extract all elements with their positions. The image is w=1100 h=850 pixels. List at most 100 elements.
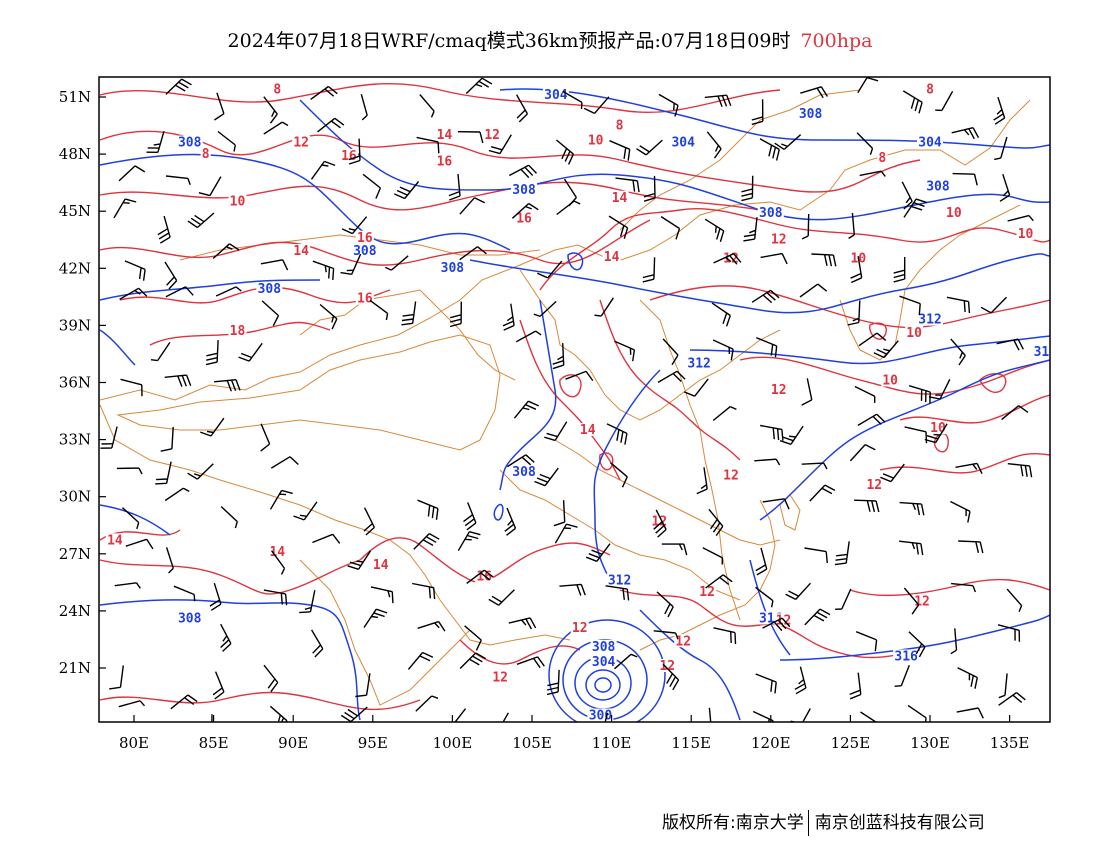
wind-barb xyxy=(956,707,984,719)
temp-contour-label: 12 xyxy=(659,659,675,674)
wind-barb xyxy=(214,379,241,392)
wind-barb xyxy=(614,653,638,670)
wind-barb xyxy=(704,218,725,243)
temp-contour-label: 8 xyxy=(202,147,210,162)
wind-barb xyxy=(417,499,439,520)
wind-barb xyxy=(999,173,1011,202)
wind-barb xyxy=(205,340,219,366)
height-contour-label-bg xyxy=(670,135,697,149)
wind-barb xyxy=(466,569,494,584)
height-contour-label: 308 xyxy=(178,136,202,151)
wind-barb xyxy=(513,400,539,419)
temp-contour-label-bg xyxy=(769,232,788,246)
lat-tick-label: 21N xyxy=(59,659,91,677)
wind-barb xyxy=(293,501,318,521)
temp-contour-label-bg xyxy=(586,133,605,147)
height-contour-label: 304 xyxy=(592,655,616,670)
wind-barb xyxy=(511,202,539,219)
height-contour-label-bg xyxy=(511,464,538,478)
temp-contour-label: 14 xyxy=(107,533,123,548)
wind-barb xyxy=(751,99,764,126)
wind-barb xyxy=(997,624,1021,642)
height-contour-label: 308 xyxy=(512,465,536,480)
wind-barb xyxy=(752,710,774,722)
wind-barb xyxy=(100,426,118,449)
wind-barb xyxy=(996,338,1024,351)
wind-barb xyxy=(711,302,731,327)
wind-barb xyxy=(260,259,289,271)
height-contour-label-bg xyxy=(917,312,943,326)
wind-barb xyxy=(980,296,1007,314)
wind-barb xyxy=(312,260,335,280)
lon-tick-label: 90E xyxy=(278,734,308,752)
wind-barb xyxy=(847,300,861,326)
wind-barb xyxy=(811,253,837,267)
height-contour-label: 304 xyxy=(544,88,568,103)
height-contour-label-bg xyxy=(256,282,283,296)
wind-barb xyxy=(155,461,172,485)
wind-barb xyxy=(515,94,529,123)
wind-barb xyxy=(341,216,368,235)
wind-barb xyxy=(488,134,512,155)
wind-barb xyxy=(157,215,171,244)
wind-barb xyxy=(565,370,594,382)
wind-barb xyxy=(754,458,781,466)
height-contour-label: 308 xyxy=(441,261,465,276)
temp-contour-label: 12 xyxy=(771,383,787,398)
wind-barb xyxy=(849,443,876,462)
temp-contour-label-bg xyxy=(674,634,693,648)
wind-barb xyxy=(855,631,878,652)
wind-barb xyxy=(209,582,222,611)
height-contour-label: 308 xyxy=(592,640,616,655)
wind-barb xyxy=(594,297,614,317)
temp-contour-label-bg xyxy=(491,670,510,684)
temp-contour-label: 8 xyxy=(616,118,624,133)
plot-background xyxy=(99,77,1050,722)
lat-tick-label: 33N xyxy=(59,431,91,449)
wind-barb xyxy=(935,90,954,112)
temp-contour-label-bg xyxy=(355,230,374,244)
temp-contour-label-bg xyxy=(435,127,454,141)
wind-barb xyxy=(150,342,171,362)
wind-barb xyxy=(946,296,971,314)
temp-contour-label: 8 xyxy=(926,82,934,97)
wind-barb xyxy=(610,462,628,488)
wind-barb xyxy=(708,508,724,537)
wind-barb xyxy=(955,462,983,475)
height-contour-label-bg xyxy=(893,649,920,663)
wind-barb xyxy=(312,533,341,544)
lat-tick-label: 24N xyxy=(59,602,91,620)
height-contour-label-bg xyxy=(917,135,943,149)
wind-barb xyxy=(537,260,563,279)
temp-contour-label: 12 xyxy=(484,128,500,143)
height-contour-label: 312 xyxy=(687,356,710,371)
wind-barb xyxy=(696,467,708,495)
wind-barb xyxy=(164,374,192,387)
temp-contour-label: 10 xyxy=(230,195,246,210)
wind-barb xyxy=(848,212,855,239)
temp-contour-label: 10 xyxy=(882,374,898,389)
china-boundary xyxy=(99,99,1031,401)
wind-barb xyxy=(114,582,141,589)
wind-barb xyxy=(187,212,215,229)
wind-barb xyxy=(310,160,336,180)
temp-contour-label-bg xyxy=(228,194,247,208)
wind-barb xyxy=(950,500,971,523)
wind-barb xyxy=(899,540,924,556)
lon-tick-label: 120E xyxy=(751,734,791,752)
wind-barb xyxy=(544,421,568,442)
temp-contour-label: 14 xyxy=(269,545,285,560)
wind-barb xyxy=(124,260,146,281)
temp-contour-label: 12 xyxy=(723,469,739,484)
wind-barb xyxy=(702,547,723,565)
wind-barb xyxy=(741,175,754,202)
coast-lines xyxy=(639,499,776,651)
wind-barb xyxy=(270,456,299,469)
wind-barb xyxy=(465,77,493,95)
wind-barb xyxy=(712,405,737,422)
temp-contour-label-bg xyxy=(905,325,924,339)
wind-barb xyxy=(609,140,631,161)
wind-barb xyxy=(317,117,345,133)
wind-barb xyxy=(902,90,923,114)
wind-barb xyxy=(785,582,812,601)
